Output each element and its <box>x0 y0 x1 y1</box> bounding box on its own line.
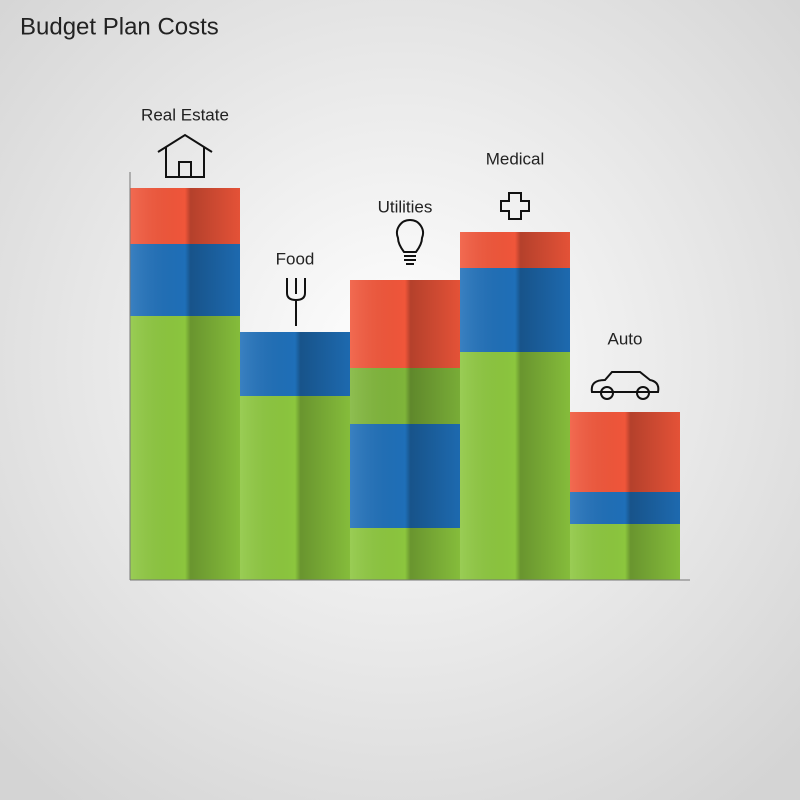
category-label: Auto <box>608 329 643 348</box>
bar-shade <box>570 524 680 580</box>
bar-shade <box>130 316 240 580</box>
icons <box>157 133 660 400</box>
bar-shade <box>570 412 680 492</box>
car-icon <box>590 371 660 400</box>
category-label: Real Estate <box>141 105 229 124</box>
bar-shade <box>460 232 570 268</box>
bar-shade <box>350 280 460 368</box>
bar-shade <box>240 332 350 396</box>
bar-shade <box>350 368 460 424</box>
bulb-icon <box>396 219 424 265</box>
bar-shade <box>350 528 460 580</box>
bar-shade <box>570 492 680 524</box>
bar-shade <box>460 352 570 580</box>
bars <box>130 188 680 580</box>
cross-icon <box>500 192 530 220</box>
bar-shade <box>130 244 240 316</box>
category-label: Utilities <box>378 197 433 216</box>
fork-icon <box>286 278 306 326</box>
category-label: Food <box>276 249 315 268</box>
category-label: Medical <box>486 149 545 168</box>
chart-title: Budget Plan Costs <box>20 13 219 40</box>
bar-shade <box>350 424 460 528</box>
bar-shade <box>460 268 570 352</box>
house-icon <box>157 133 213 178</box>
bar-shade <box>130 188 240 244</box>
bar-shade <box>240 396 350 580</box>
